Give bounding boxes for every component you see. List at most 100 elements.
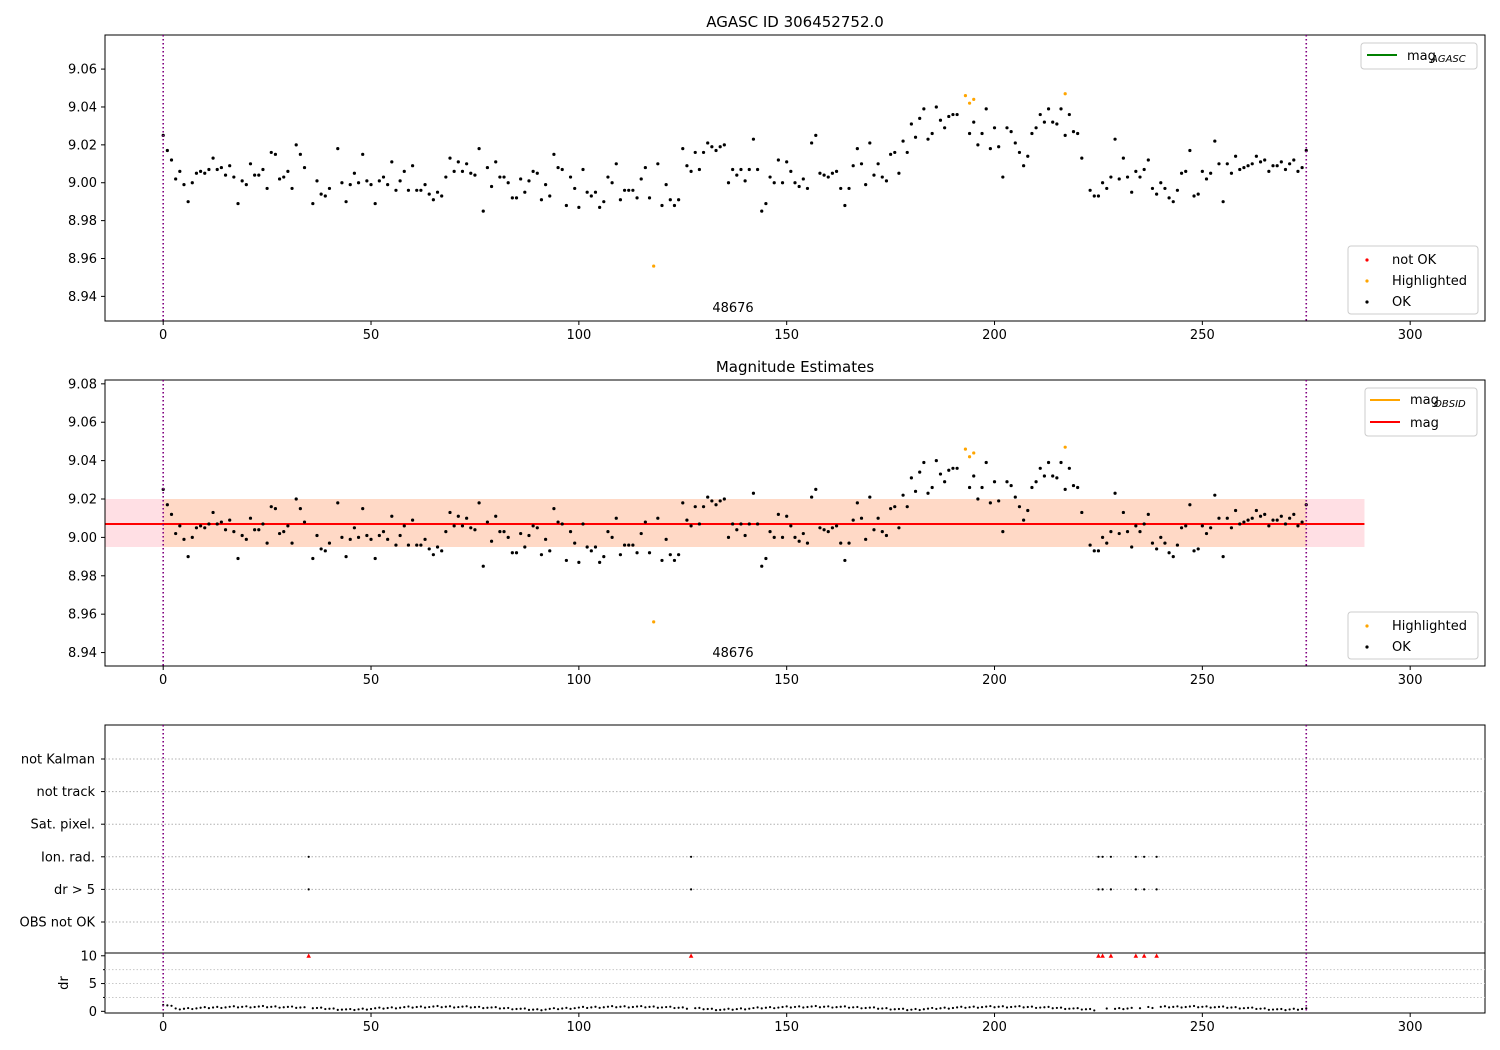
dr-point [315, 1006, 319, 1010]
middle-point-ok [253, 528, 257, 532]
dr-point [1197, 1006, 1200, 1009]
dr-point [536, 1008, 539, 1011]
middle-point-ok [897, 526, 901, 530]
top-point-ok [336, 147, 340, 151]
middle-point-ok [564, 558, 568, 563]
top-point-ok [909, 122, 913, 126]
dr-point [739, 1007, 743, 1010]
top-point-ok [1238, 167, 1242, 172]
middle-legend-ok: OK [1392, 640, 1411, 655]
middle-point-ok [1092, 549, 1096, 553]
top-point-ok [203, 171, 207, 175]
dr-point [1018, 1005, 1021, 1008]
top-point-ok [1204, 177, 1209, 181]
top-point-ok [573, 186, 577, 191]
dr-point [1014, 1005, 1017, 1008]
top-point-ok [1009, 129, 1013, 134]
middle-point-ok [552, 507, 556, 511]
middle-point-ok [797, 539, 801, 543]
middle-point-ok [805, 541, 810, 545]
middle-point-ok [373, 556, 377, 561]
dr-clipped-marker [688, 953, 694, 958]
dr-clipped-marker [1154, 953, 1159, 958]
middle-point-ok [211, 510, 215, 515]
middle-point-ok [1001, 530, 1005, 534]
dr-ylabel: dr [57, 976, 72, 990]
dr-point [581, 1005, 585, 1009]
middle-point-ok [697, 522, 701, 526]
middle-point-ok [1096, 549, 1101, 553]
top-point-ok [697, 167, 701, 172]
flag-point [1101, 888, 1104, 891]
dr-point [1064, 1007, 1067, 1011]
dr-point [1271, 1008, 1275, 1011]
dr-point [872, 1006, 876, 1009]
middle-legend-mag: mag [1410, 416, 1439, 431]
middle-point-ok [348, 537, 352, 541]
middle-point-ok [826, 530, 830, 534]
top-point-ok [897, 171, 901, 175]
middle-point-ok [772, 535, 776, 539]
top-point-ok [997, 145, 1001, 149]
dr-point [590, 1006, 593, 1009]
dr-point [777, 1006, 780, 1009]
top-point-ok [805, 186, 810, 191]
dr-point [224, 1006, 227, 1009]
top-point-ok [834, 169, 839, 173]
top-point-ok [706, 141, 710, 145]
dr-point [756, 1006, 759, 1009]
top-point-ok [1279, 160, 1283, 164]
middle-point-ok [477, 501, 481, 505]
dr-point [216, 1005, 219, 1008]
dr-point [901, 1007, 905, 1010]
top-point-ok [564, 203, 568, 208]
top-point-ok [672, 203, 677, 208]
middle-point-ok [1250, 516, 1254, 520]
dr-point [1118, 1007, 1121, 1010]
top-point-ok [905, 150, 909, 155]
middle-point-ok [785, 514, 789, 518]
middle-point-ok [244, 537, 248, 541]
top-point-ok [1113, 137, 1117, 141]
dr-point [602, 1006, 605, 1009]
dr-point [980, 1006, 984, 1009]
top-point-ok [876, 162, 880, 166]
middle-point-ok [980, 485, 984, 490]
top-point-ok [851, 164, 855, 168]
dr-point [1167, 1006, 1171, 1009]
dr-point [669, 1005, 672, 1008]
top-point-ok [419, 188, 423, 192]
dr-point [698, 1006, 701, 1009]
middle-point-ok [340, 535, 344, 539]
dr-point [623, 1005, 626, 1008]
middle-point-ok [207, 522, 211, 526]
middle-point-ok [1225, 516, 1229, 520]
middle-point-ok [406, 543, 411, 547]
dr-point [540, 1009, 543, 1012]
top-point-ok [427, 192, 431, 196]
dr-point [885, 1007, 888, 1010]
middle-legend-mag-obsid: mag [1410, 393, 1439, 408]
middle-point-ok [1146, 512, 1150, 516]
middle-point-ok [1167, 551, 1171, 555]
dr-point [1122, 1008, 1125, 1011]
top-point-ok [664, 183, 668, 187]
middle-point-ok [165, 503, 169, 507]
dr-point [1163, 1005, 1167, 1008]
middle-point-ok [294, 497, 298, 501]
top-point-ok [843, 203, 847, 208]
middle-ytick-label: 9.08 [68, 377, 97, 392]
middle-point-ok [277, 531, 282, 536]
middle-point-ok [232, 530, 236, 534]
top-legend-mag-agasc-sub: AGASC [1430, 54, 1466, 65]
top-point-ok [801, 177, 805, 181]
top-point-ok [365, 179, 369, 183]
dr-point [178, 1008, 181, 1011]
dr-point [1192, 1004, 1196, 1008]
dr-point [1217, 1005, 1221, 1008]
top-point-ok [635, 196, 639, 200]
top-point-ok [822, 173, 826, 177]
top-point-ok [1292, 158, 1296, 162]
top-point-ok [265, 186, 269, 191]
dr-point [868, 1006, 871, 1009]
